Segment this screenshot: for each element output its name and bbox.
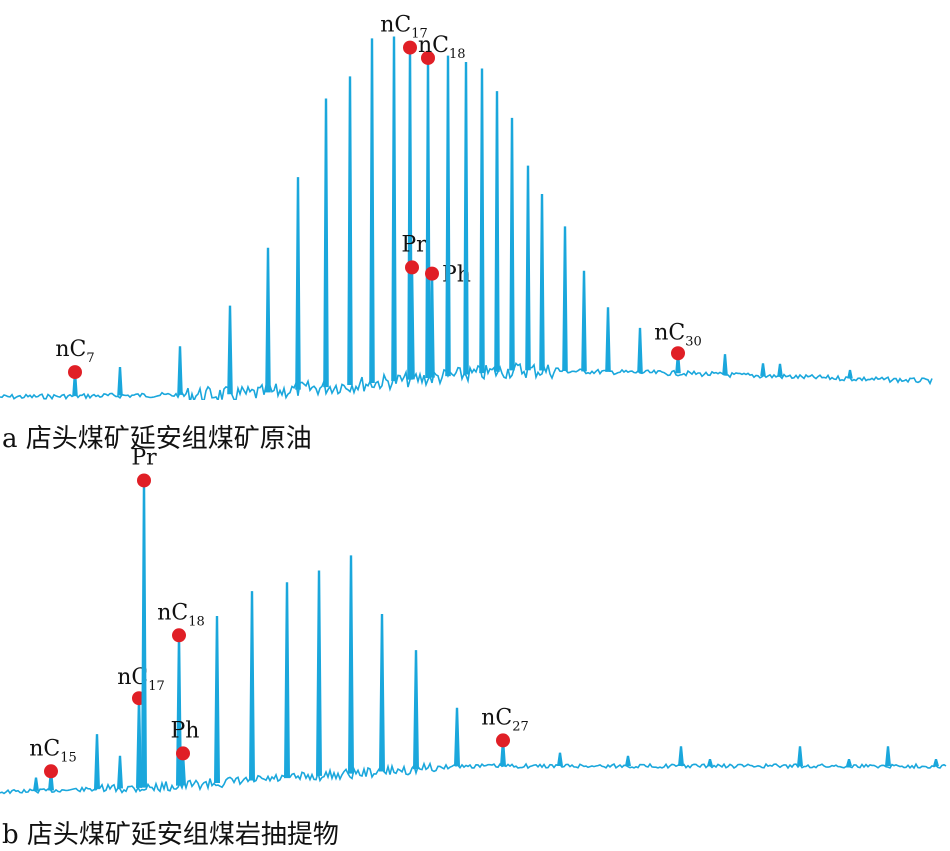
peak-marker: [421, 50, 435, 65]
peak: [295, 177, 301, 390]
peak: [117, 366, 123, 396]
peak: [369, 38, 375, 384]
peak: [429, 273, 435, 378]
peak: [117, 755, 123, 789]
peak: [760, 363, 766, 376]
peak: [284, 582, 290, 779]
peak: [581, 270, 587, 372]
peak-label-sub: 17: [148, 679, 165, 694]
baseline-trace: [0, 761, 947, 795]
peak: [227, 305, 233, 395]
peak: [797, 746, 803, 767]
peak: [678, 746, 684, 767]
peak: [707, 759, 713, 767]
peak: [777, 363, 783, 377]
peak: [539, 193, 545, 371]
peak-label: nC30: [654, 320, 702, 349]
peak: [933, 759, 939, 767]
chromatogram-a-caption: a 店头煤矿延安组煤矿原油: [2, 424, 312, 454]
peak: [413, 650, 419, 770]
peak: [33, 777, 39, 792]
baseline-trace: [0, 361, 933, 400]
peak: [141, 479, 147, 788]
peak-label: nC15: [29, 736, 77, 765]
peak-label: Pr: [131, 445, 157, 470]
peak-marker: [68, 365, 82, 380]
peak: [625, 755, 631, 767]
chromatogram-a: nC7 nC17 Pr nC18 Ph nC30: [0, 0, 950, 400]
peak-label-sub: 18: [449, 47, 466, 62]
peak: [136, 697, 142, 788]
peak-marker: [137, 473, 151, 488]
peak-marker: [403, 40, 417, 55]
peak-label: nC18: [157, 600, 205, 629]
peak: [214, 616, 220, 784]
peak: [494, 91, 500, 372]
peak-label: nC18: [418, 33, 466, 62]
peak-label: Pr: [401, 232, 427, 257]
peak: [323, 98, 329, 388]
peak: [722, 354, 728, 375]
peak-label-sub: 30: [685, 334, 702, 349]
peak: [445, 55, 451, 377]
peak: [265, 247, 271, 393]
peak-marker: [172, 628, 186, 643]
peak: [509, 117, 515, 371]
peak: [379, 614, 385, 772]
peak: [637, 327, 643, 373]
peak-marker: [44, 764, 58, 779]
peak-label-sub: 7: [86, 351, 94, 366]
peak: [347, 76, 353, 386]
chromatogram-b-plot: nC15 nC17 Pr nC18 Ph nC27: [0, 445, 947, 795]
peak: [454, 707, 460, 767]
peak-label: Ph: [171, 718, 200, 743]
peak: [425, 57, 431, 378]
peak: [479, 68, 485, 374]
peak: [176, 634, 182, 786]
peak: [94, 734, 100, 790]
peak: [557, 752, 563, 767]
peak-label: nC27: [481, 705, 529, 734]
peak: [847, 369, 853, 379]
peak: [249, 591, 255, 781]
peak-marker: [176, 746, 190, 761]
peak: [562, 226, 568, 372]
peak: [348, 555, 354, 774]
peak-label: nC7: [55, 337, 94, 366]
peak-label: nC17: [380, 13, 428, 42]
peak-marker: [496, 733, 510, 748]
peak: [605, 307, 611, 372]
peak: [463, 61, 469, 375]
peak-marker: [425, 266, 439, 281]
peak: [846, 759, 852, 767]
peak-label-sub: 15: [60, 750, 77, 765]
peak-marker: [671, 346, 685, 361]
peak: [885, 746, 891, 767]
peak: [316, 570, 322, 776]
peak-label-sub: 17: [411, 27, 428, 42]
chromatogram-b: nC15 nC17 Pr nC18 Ph nC27: [0, 440, 950, 810]
chromatogram-b-caption: b 店头煤矿延安组煤岩抽提物: [2, 820, 339, 850]
peak: [391, 36, 397, 382]
peak: [525, 165, 531, 371]
peak-label: nC17: [117, 665, 165, 694]
peak-marker: [405, 260, 419, 275]
peak-label-sub: 18: [188, 614, 205, 629]
peak-label-sub: 27: [512, 719, 529, 734]
peak: [177, 346, 183, 395]
